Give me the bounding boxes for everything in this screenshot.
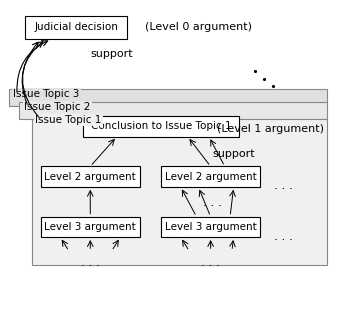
Text: (Level 1 argument): (Level 1 argument) — [217, 124, 324, 134]
Text: Level 2 argument: Level 2 argument — [165, 172, 257, 181]
Bar — [41, 166, 140, 187]
Text: Level 3 argument: Level 3 argument — [44, 222, 136, 232]
Bar — [161, 217, 260, 237]
Text: . . .: . . . — [274, 230, 293, 243]
Text: support: support — [212, 149, 255, 160]
Text: . . .: . . . — [274, 179, 293, 192]
Bar — [9, 89, 327, 106]
Text: Issue Topic 3: Issue Topic 3 — [13, 89, 80, 99]
Text: Level 2 argument: Level 2 argument — [44, 172, 136, 181]
Bar — [25, 16, 127, 39]
Text: Judicial decision: Judicial decision — [34, 23, 118, 32]
Text: Issue Topic 2: Issue Topic 2 — [24, 102, 91, 112]
Text: Conclusion to Issue Topic 1: Conclusion to Issue Topic 1 — [91, 122, 232, 131]
Bar — [83, 116, 239, 137]
Text: support: support — [90, 49, 133, 59]
Bar — [161, 166, 260, 187]
Text: . . .: . . . — [201, 256, 220, 269]
Text: . . .: . . . — [203, 196, 222, 209]
Text: . . .: . . . — [81, 256, 99, 269]
Text: (Level 0 argument): (Level 0 argument) — [145, 22, 252, 32]
Text: Issue Topic 1: Issue Topic 1 — [35, 115, 102, 125]
Text: Level 3 argument: Level 3 argument — [165, 222, 257, 232]
Bar — [19, 102, 327, 119]
Bar — [32, 119, 327, 265]
Bar — [41, 217, 140, 237]
